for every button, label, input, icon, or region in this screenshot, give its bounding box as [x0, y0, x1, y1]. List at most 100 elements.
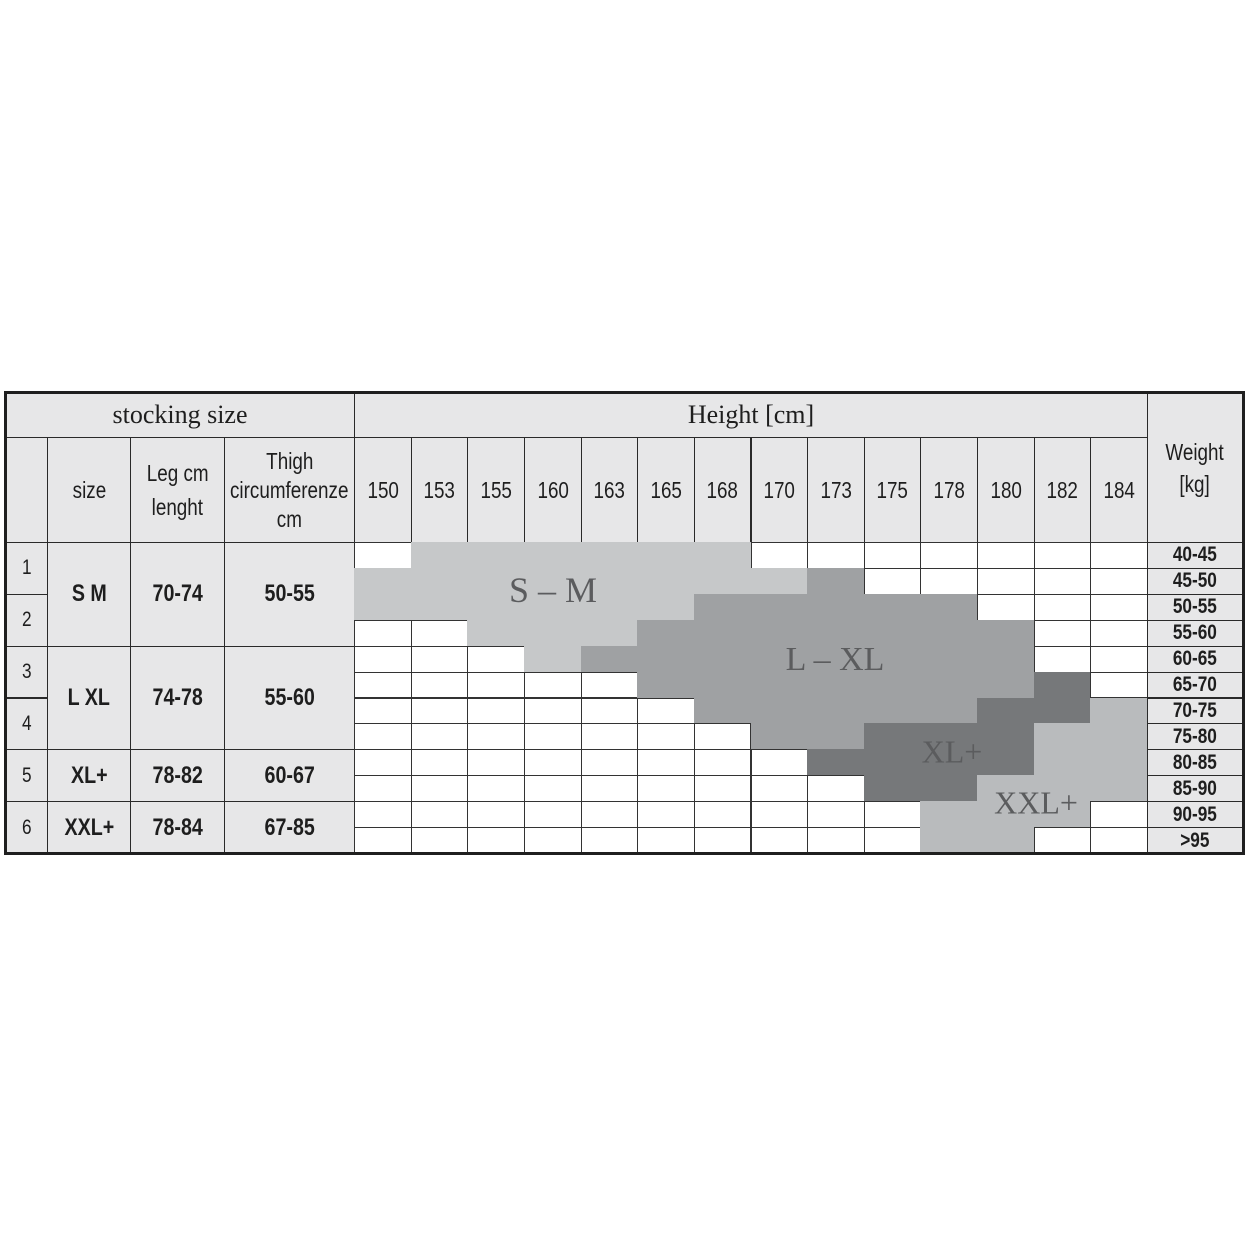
- weight-tick-label: 75-80: [1147, 723, 1243, 751]
- grid-cell-empty: [410, 775, 469, 803]
- grid-cell-zone-3: [863, 749, 922, 777]
- height-tick-label-text: 182: [1046, 476, 1079, 503]
- height-tick-label-text: 153: [423, 476, 456, 503]
- grid-cell-zone-2: [863, 619, 922, 647]
- height-tick-label: 155: [467, 437, 525, 543]
- grid-cell-zone-3: [863, 775, 922, 803]
- weight-tick-label: 55-60: [1147, 619, 1243, 647]
- height-tick-label: 178: [920, 437, 979, 543]
- grid-cell-zone-1: [523, 593, 582, 621]
- row-number: 4: [5, 697, 48, 751]
- grid-cell-zone-1: [750, 567, 809, 595]
- weight-tick-label-text: 85-90: [1172, 776, 1218, 800]
- row-number-text: 3: [21, 660, 32, 684]
- weight-tick-label-text: 90-95: [1172, 802, 1218, 826]
- size-value: XL+: [47, 749, 131, 803]
- weight-tick-label: 85-90: [1147, 775, 1243, 803]
- grid-cell-zone-1: [410, 567, 469, 595]
- size-value: L XL: [47, 645, 131, 751]
- grid-cell-zone-1: [637, 567, 695, 595]
- grid-cell-zone-2: [807, 567, 865, 595]
- grid-cell-empty: [580, 723, 639, 751]
- thigh-value: 55-60: [224, 645, 355, 751]
- grid-cell-empty: [410, 619, 469, 647]
- weight-tick-label: 40-45: [1147, 542, 1243, 569]
- grid-cell-empty: [807, 827, 865, 854]
- grid-cell-zone-1: [637, 542, 695, 569]
- weight-tick-label: >95: [1147, 827, 1243, 854]
- grid-cell-empty: [1033, 827, 1092, 854]
- grid-cell-empty: [693, 827, 752, 854]
- grid-cell-empty: [410, 749, 469, 777]
- leg-length-value: 74-78: [130, 645, 225, 751]
- grid-cell-empty: [693, 775, 752, 803]
- grid-cell-empty: [1090, 827, 1148, 854]
- weight-tick-label: 65-70: [1147, 671, 1243, 699]
- row-number-text: 6: [21, 815, 32, 839]
- grid-cell-zone-2: [693, 645, 752, 673]
- grid-cell-zone-2: [637, 645, 695, 673]
- grid-cell-zone-2: [863, 697, 922, 725]
- height-tick-label: 168: [693, 437, 752, 543]
- grid-cell-zone-2: [693, 593, 752, 621]
- grid-cell-zone-2: [807, 671, 865, 699]
- grid-cell-empty: [637, 697, 695, 725]
- grid-cell-empty: [637, 775, 695, 803]
- grid-cell-empty: [354, 723, 412, 751]
- grid-cell-zone-1: [523, 567, 582, 595]
- height-tick-label-text: 150: [367, 476, 399, 503]
- grid-cell-zone-3: [920, 749, 979, 777]
- height-tick-label-text: 170: [763, 476, 796, 503]
- stocking-size-header: stocking size: [5, 392, 355, 438]
- grid-cell-zone-4: [977, 801, 1035, 829]
- grid-cell-zone-2: [637, 671, 695, 699]
- grid-cell-zone-1: [467, 593, 525, 621]
- grid-cell-empty: [693, 749, 752, 777]
- grid-cell-zone-1: [523, 645, 582, 673]
- grid-cell-zone-1: [580, 593, 639, 621]
- grid-cell-zone-3: [977, 723, 1035, 751]
- grid-cell-empty: [354, 619, 412, 647]
- grid-cell-empty: [977, 542, 1035, 569]
- grid-cell-empty: [637, 801, 695, 829]
- grid-cell-zone-2: [693, 619, 752, 647]
- size-value-text: XXL+: [64, 813, 114, 841]
- grid-cell-zone-2: [920, 645, 979, 673]
- leg-header-line1: Leg cm: [146, 460, 209, 486]
- height-tick-label: 184: [1090, 437, 1148, 543]
- weight-tick-label: 70-75: [1147, 697, 1243, 725]
- grid-cell-zone-3: [1033, 697, 1092, 725]
- grid-cell-empty: [467, 775, 525, 803]
- grid-cell-empty: [354, 775, 412, 803]
- grid-cell-empty: [410, 645, 469, 673]
- grid-cell-empty: [467, 671, 525, 699]
- thigh-value-text: 60-67: [264, 761, 315, 789]
- grid-cell-empty: [1033, 542, 1092, 569]
- grid-cell-zone-1: [580, 542, 639, 569]
- grid-cell-empty: [863, 827, 922, 854]
- height-tick-label-text: 165: [650, 476, 682, 503]
- weight-tick-label-text: 55-60: [1172, 621, 1218, 645]
- weight-tick-label-text: 60-65: [1172, 647, 1218, 671]
- row-number: 1: [5, 542, 48, 595]
- grid-cell-zone-2: [807, 619, 865, 647]
- grid-cell-zone-4: [1033, 801, 1092, 829]
- grid-cell-empty: [354, 827, 412, 854]
- grid-cell-empty: [693, 801, 752, 829]
- grid-cell-zone-1: [410, 593, 469, 621]
- grid-cell-zone-2: [807, 723, 865, 751]
- grid-cell-zone-4: [1033, 775, 1092, 803]
- weight-tick-label-text: >95: [1180, 828, 1210, 852]
- weight-tick-label-text: 50-55: [1172, 595, 1218, 619]
- grid-cell-zone-4: [920, 801, 979, 829]
- weight-tick-label-text: 65-70: [1172, 673, 1218, 697]
- grid-cell-empty: [750, 749, 809, 777]
- grid-cell-empty: [523, 775, 582, 803]
- grid-cell-empty: [1090, 645, 1148, 673]
- stocking-size-title: stocking size: [112, 400, 248, 429]
- grid-cell-empty: [354, 749, 412, 777]
- grid-cell-zone-1: [580, 619, 639, 647]
- grid-cell-zone-2: [750, 697, 809, 725]
- grid-cell-empty: [354, 645, 412, 673]
- grid-cell-zone-1: [580, 567, 639, 595]
